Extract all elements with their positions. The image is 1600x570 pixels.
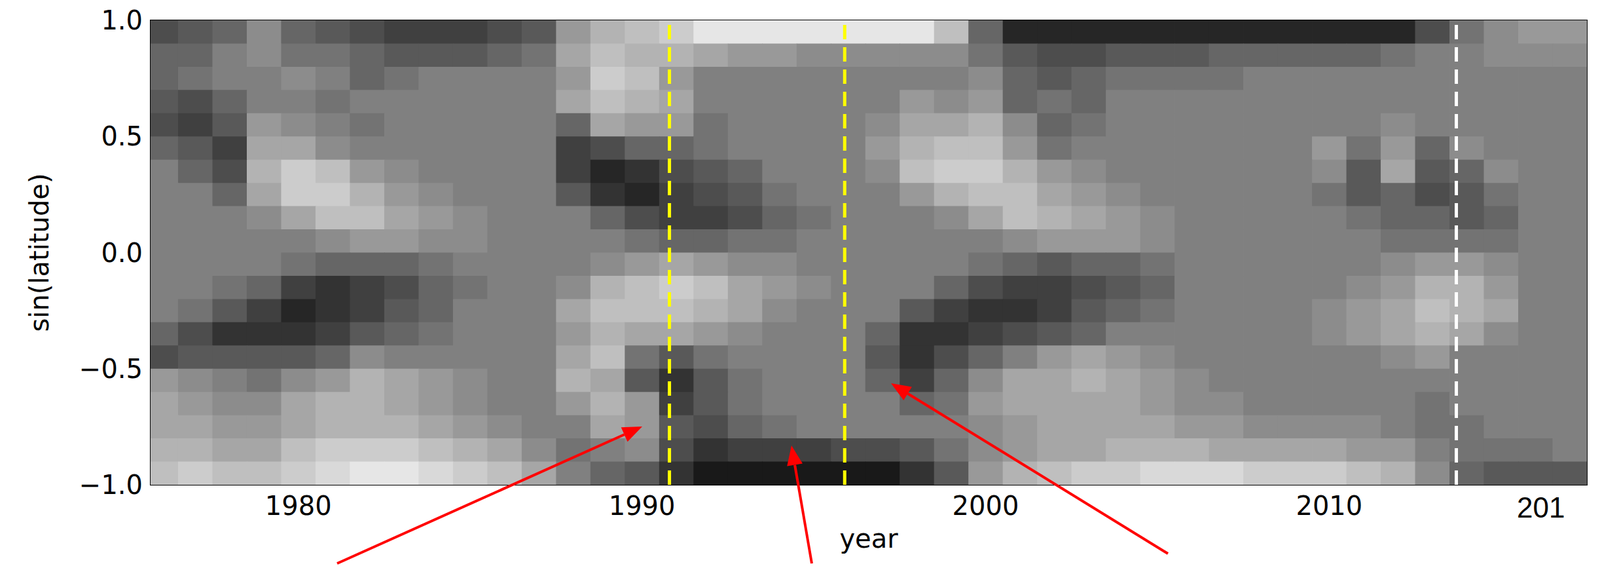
svg-text:2010: 2010: [1295, 490, 1363, 521]
svg-text:1980: 1980: [265, 490, 332, 521]
svg-text:−0.5: −0.5: [79, 353, 143, 384]
svg-text:0.5: 0.5: [100, 121, 143, 152]
svg-text:−1.0: −1.0: [79, 469, 143, 500]
svg-text:sin(latitude): sin(latitude): [24, 173, 55, 332]
svg-text:2000: 2000: [952, 490, 1020, 521]
svg-text:201: 201: [1516, 490, 1565, 524]
svg-text:1990: 1990: [608, 490, 676, 521]
svg-text:year: year: [839, 523, 899, 554]
svg-text:1.0: 1.0: [100, 5, 143, 36]
svg-text:0.0: 0.0: [100, 237, 143, 268]
